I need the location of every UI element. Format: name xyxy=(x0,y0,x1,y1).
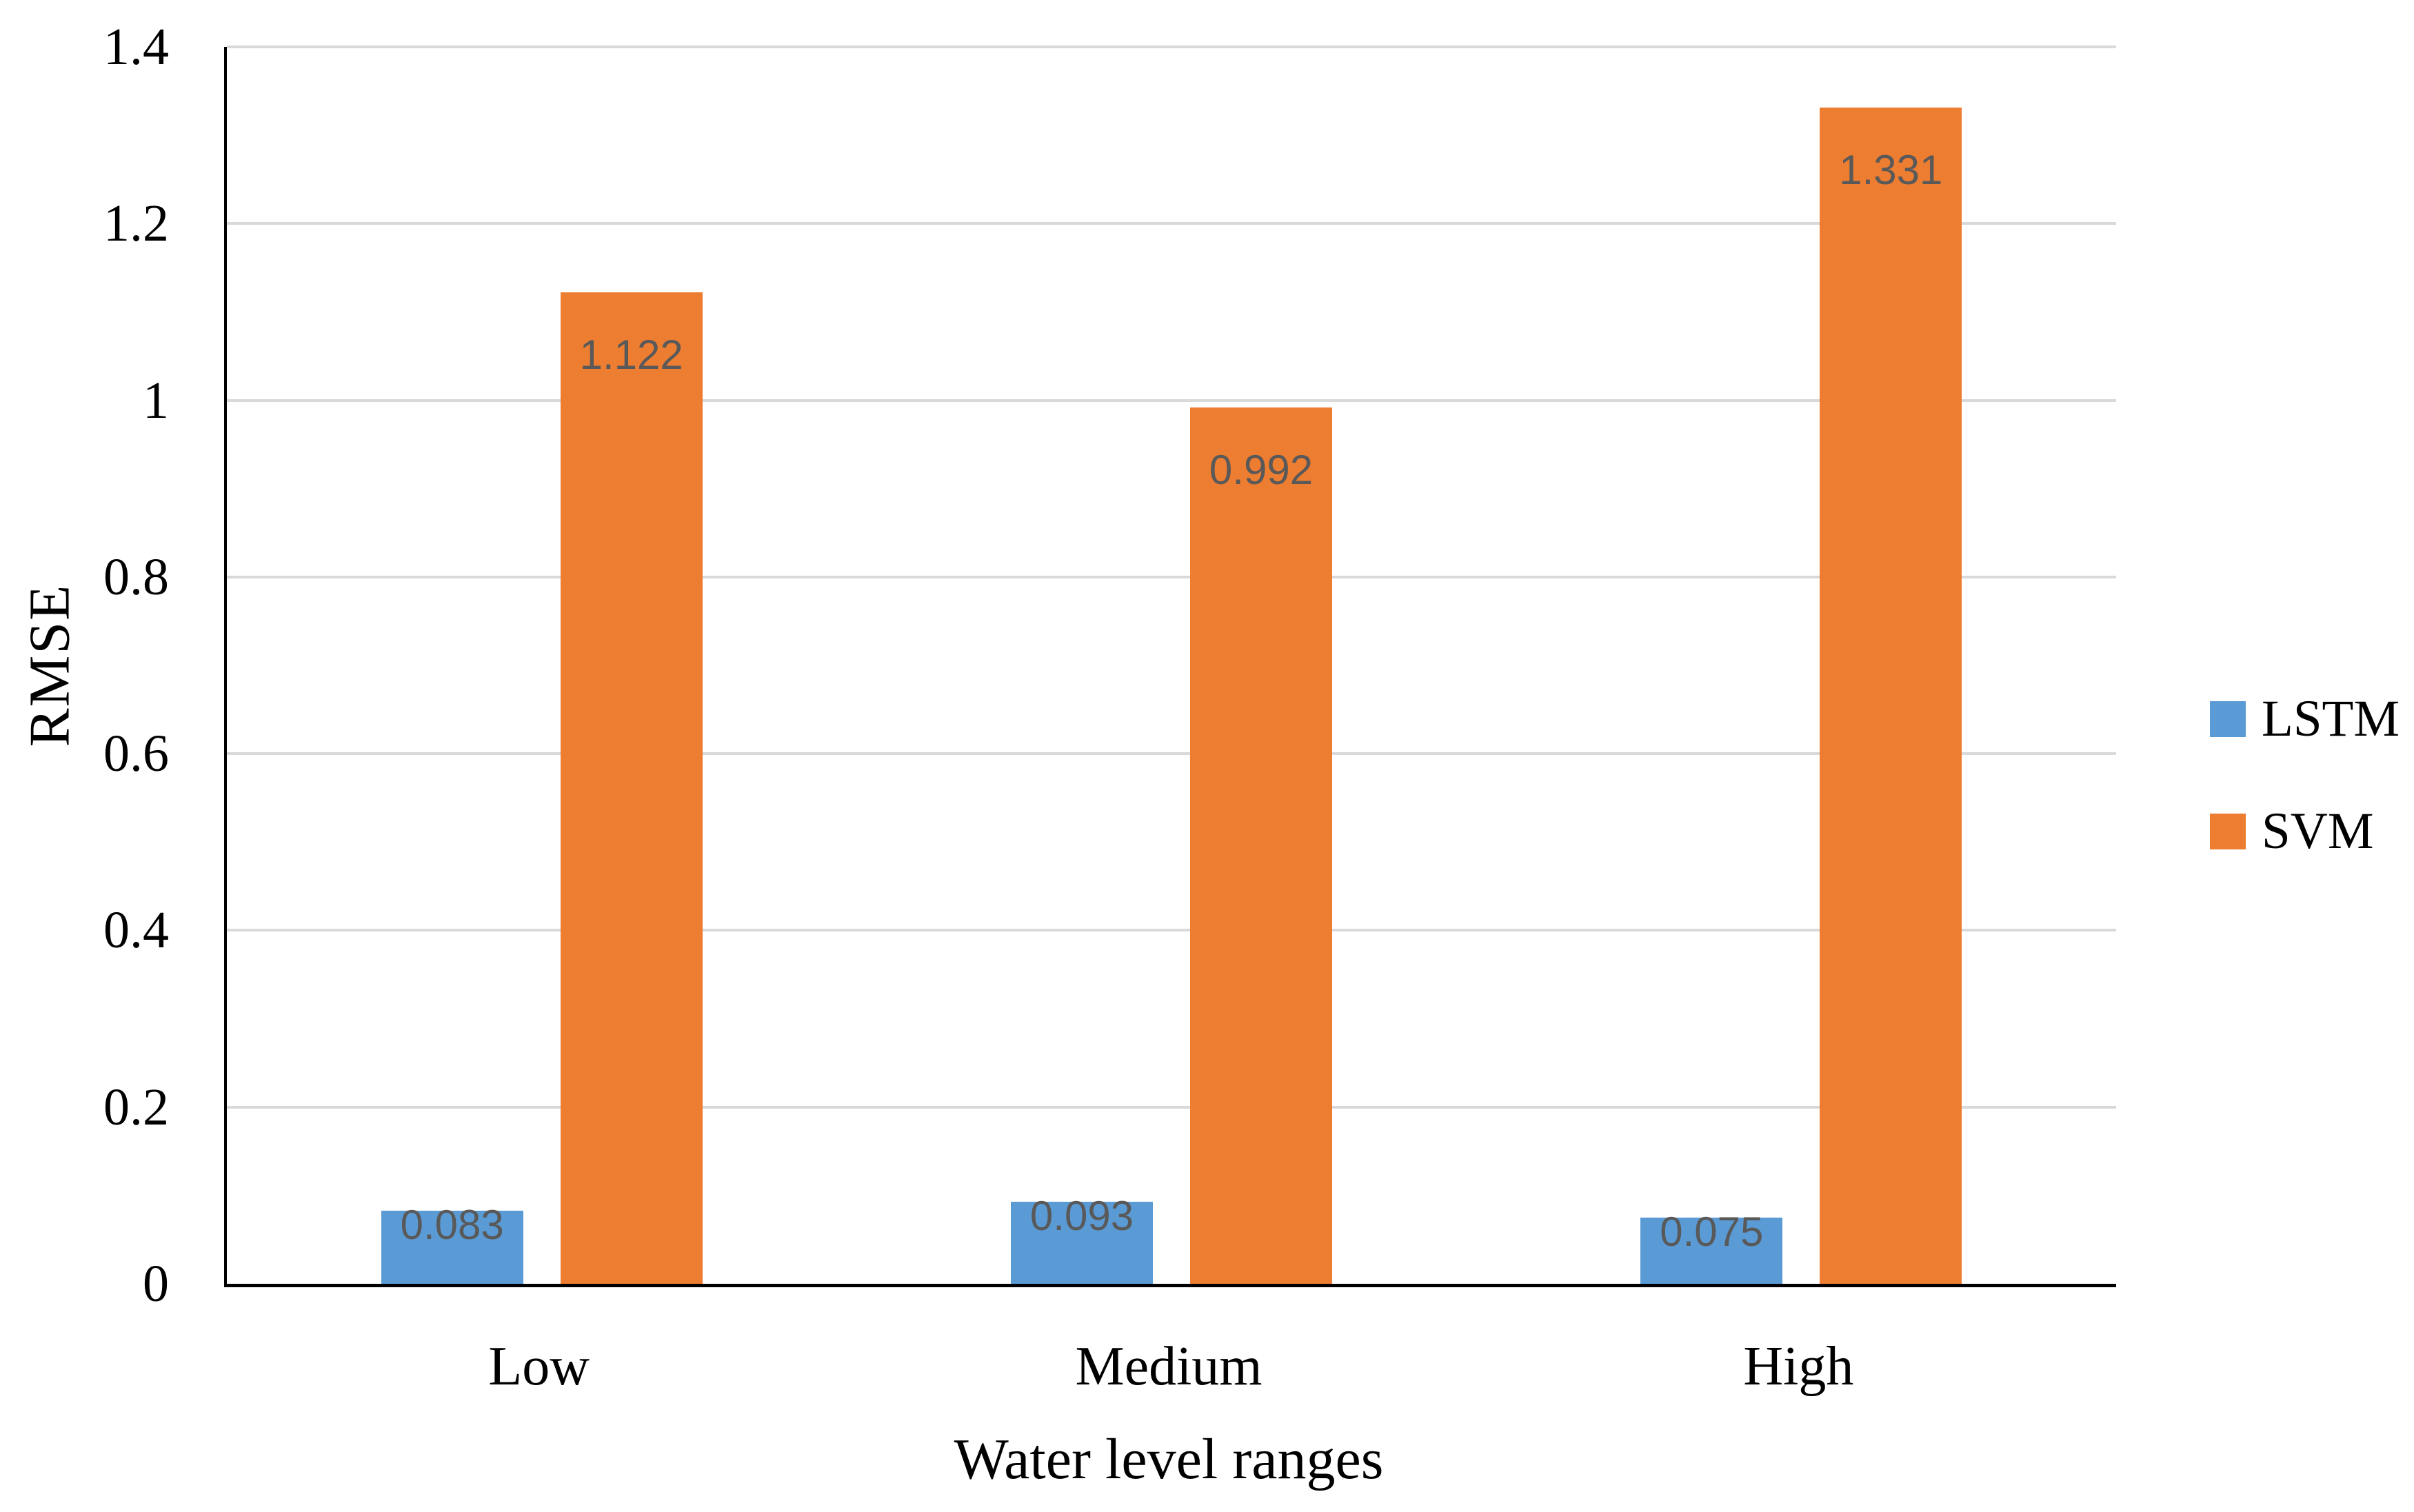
legend-item-lstm: LSTM xyxy=(2210,692,2400,747)
gridline xyxy=(227,1105,2116,1109)
x-category-label-high: High xyxy=(1743,1336,1854,1397)
bar-data-label: 0.075 xyxy=(1660,1208,1764,1255)
y-tick-label: 1.4 xyxy=(103,18,169,76)
y-tick-label: 0.8 xyxy=(103,547,169,606)
y-tick-label: 0 xyxy=(143,1255,169,1313)
gridline xyxy=(227,929,2116,932)
plot-area: 0.083 1.122 0.093 0.992 0.075 1.331 xyxy=(224,46,2116,1287)
x-axis-title: Water level ranges xyxy=(954,1427,1384,1491)
bar-data-label: 0.992 xyxy=(1209,446,1314,493)
legend-item-svm: SVM xyxy=(2210,804,2400,859)
bar-lstm-medium: 0.093 xyxy=(1011,1193,1153,1284)
bar-svm-medium: 0.992 xyxy=(1190,407,1332,1284)
x-category-label-medium: Medium xyxy=(1075,1336,1263,1397)
bar-svm-high: 1.331 xyxy=(1820,108,1962,1284)
y-tick-label: 1 xyxy=(143,371,169,430)
bar-lstm-high: 0.075 xyxy=(1640,1209,1783,1284)
legend-label: LSTM xyxy=(2262,690,2400,747)
legend-label: SVM xyxy=(2262,803,2374,860)
bar-data-label: 0.093 xyxy=(1029,1192,1134,1239)
y-tick-label: 0.2 xyxy=(103,1078,169,1136)
y-tick-label: 0.4 xyxy=(103,901,169,960)
legend: LSTM SVM xyxy=(2210,692,2400,916)
legend-swatch-lstm xyxy=(2210,701,2246,737)
gridline xyxy=(227,575,2116,578)
legend-swatch-svm xyxy=(2210,814,2246,849)
gridline xyxy=(227,399,2116,402)
bar-data-label: 1.331 xyxy=(1839,147,1943,194)
bar-data-label: 1.122 xyxy=(579,332,683,379)
gridline xyxy=(227,752,2116,756)
gridline xyxy=(227,46,2116,48)
y-tick-label: 0.6 xyxy=(103,725,169,783)
gridline xyxy=(227,222,2116,225)
y-tick-label: 1.2 xyxy=(103,194,169,253)
x-category-label-low: Low xyxy=(488,1336,590,1397)
bar-svm-low: 1.122 xyxy=(560,292,703,1284)
bar-lstm-low: 0.083 xyxy=(381,1202,523,1284)
bar-data-label: 0.083 xyxy=(400,1201,504,1248)
